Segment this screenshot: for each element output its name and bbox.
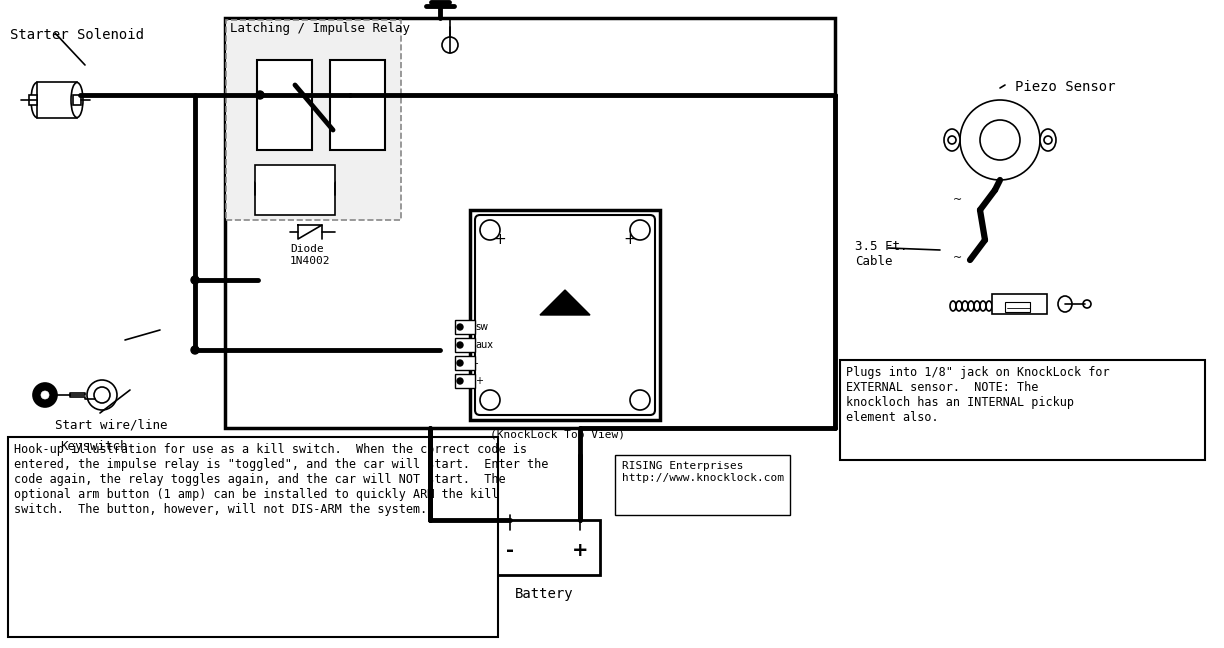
Bar bbox=[226, 20, 401, 220]
Bar bbox=[470, 210, 660, 420]
Text: Piezo Sensor: Piezo Sensor bbox=[1015, 80, 1115, 94]
Bar bbox=[455, 374, 475, 388]
Text: Start wire/line: Start wire/line bbox=[55, 418, 168, 431]
Circle shape bbox=[1083, 300, 1091, 308]
Text: Diode
1N4002: Diode 1N4002 bbox=[290, 244, 330, 266]
Ellipse shape bbox=[1058, 296, 1072, 312]
Bar bbox=[614, 455, 789, 515]
Text: +: + bbox=[623, 233, 636, 248]
Text: ~: ~ bbox=[953, 253, 962, 263]
Bar bbox=[991, 294, 1047, 314]
Text: +: + bbox=[572, 540, 589, 559]
Text: Keyswitch: Keyswitch bbox=[60, 440, 127, 453]
Text: +: + bbox=[475, 376, 483, 386]
Text: -: - bbox=[506, 540, 514, 559]
Circle shape bbox=[480, 220, 499, 240]
Text: 3.5 Ft.
Cable: 3.5 Ft. Cable bbox=[856, 240, 907, 268]
Polygon shape bbox=[540, 290, 590, 315]
Bar bbox=[455, 338, 475, 352]
Text: Battery: Battery bbox=[515, 587, 574, 601]
Bar bbox=[29, 95, 37, 105]
Text: aux: aux bbox=[475, 340, 493, 350]
Circle shape bbox=[94, 387, 110, 403]
Text: Plugs into 1/8" jack on KnockLock for
EXTERNAL sensor.  NOTE: The
knockloch has : Plugs into 1/8" jack on KnockLock for EX… bbox=[846, 366, 1110, 424]
Circle shape bbox=[630, 390, 650, 410]
Text: +: + bbox=[493, 233, 507, 248]
Circle shape bbox=[960, 100, 1040, 180]
Circle shape bbox=[630, 220, 650, 240]
Bar bbox=[257, 60, 312, 150]
Ellipse shape bbox=[31, 82, 43, 117]
Text: ~: ~ bbox=[953, 195, 962, 205]
Bar bbox=[455, 320, 475, 334]
Circle shape bbox=[33, 383, 58, 407]
Bar bbox=[9, 437, 498, 637]
Circle shape bbox=[256, 91, 264, 99]
Bar bbox=[490, 520, 600, 575]
Bar bbox=[255, 165, 335, 215]
Ellipse shape bbox=[71, 82, 83, 117]
Bar bbox=[37, 82, 77, 118]
Circle shape bbox=[457, 342, 463, 348]
Bar bbox=[73, 95, 81, 105]
Text: (KnockLock Top View): (KnockLock Top View) bbox=[490, 430, 625, 440]
Bar bbox=[840, 360, 1204, 460]
Circle shape bbox=[191, 276, 200, 284]
Bar bbox=[455, 356, 475, 370]
Circle shape bbox=[87, 380, 118, 410]
Ellipse shape bbox=[944, 129, 960, 151]
Circle shape bbox=[442, 37, 458, 53]
Circle shape bbox=[457, 378, 463, 384]
Circle shape bbox=[949, 136, 956, 144]
Circle shape bbox=[191, 346, 200, 354]
FancyBboxPatch shape bbox=[475, 215, 655, 415]
Bar bbox=[225, 18, 835, 428]
Bar bbox=[1005, 302, 1031, 312]
Ellipse shape bbox=[1040, 129, 1056, 151]
Bar bbox=[330, 60, 386, 150]
Text: Hook-up illustration for use as a kill switch.  When the correct code is
entered: Hook-up illustration for use as a kill s… bbox=[13, 443, 548, 516]
Circle shape bbox=[480, 390, 499, 410]
Polygon shape bbox=[297, 225, 322, 239]
Circle shape bbox=[457, 324, 463, 330]
Text: Starter Solenoid: Starter Solenoid bbox=[10, 28, 144, 42]
Text: Latching / Impulse Relay: Latching / Impulse Relay bbox=[230, 22, 410, 35]
Text: -: - bbox=[475, 358, 479, 368]
Text: sw: sw bbox=[475, 322, 488, 332]
Circle shape bbox=[40, 391, 49, 399]
Circle shape bbox=[980, 120, 1020, 160]
Circle shape bbox=[457, 360, 463, 366]
Circle shape bbox=[1044, 136, 1051, 144]
Text: RISING Enterprises
http://www.knocklock.com: RISING Enterprises http://www.knocklock.… bbox=[622, 461, 785, 483]
